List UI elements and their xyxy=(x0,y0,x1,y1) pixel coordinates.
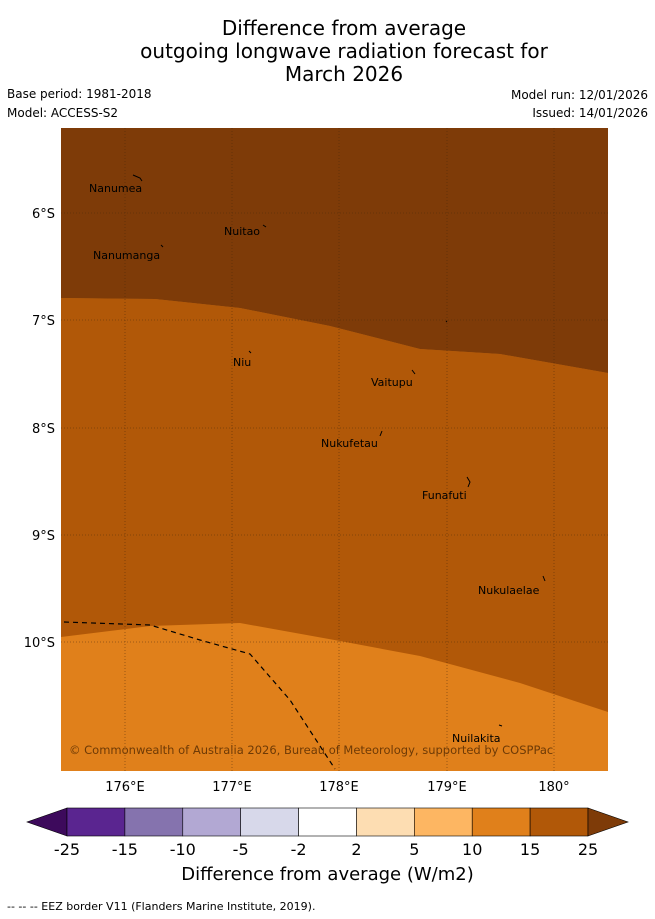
band-15-25 xyxy=(61,298,608,712)
title-line-3: March 2026 xyxy=(284,62,404,86)
nanumea-shape xyxy=(132,174,143,182)
lat-label-8s: 8°S xyxy=(32,422,55,437)
colorbar-segment xyxy=(414,807,473,837)
lon-label-178e: 178°E xyxy=(319,780,359,795)
colorbar-segment xyxy=(240,807,299,837)
island-label-niu: Niu xyxy=(233,356,251,369)
colorbar-segment xyxy=(66,807,126,837)
nuitao-shape xyxy=(262,224,267,228)
island-label-nanumea: Nanumea xyxy=(89,182,142,195)
niu-shape xyxy=(248,350,252,354)
forecast-map: Nanumea Nuitao Nanumanga Niu Vaitupu Nuk… xyxy=(24,128,629,837)
colorbar-tick-label: 10 xyxy=(462,840,483,859)
colorbar-segment xyxy=(529,807,589,837)
title-line-2: outgoing longwave radiation forecast for xyxy=(140,39,548,63)
colorbar-tick-label: 5 xyxy=(409,840,420,859)
island-label-nanumanga: Nanumanga xyxy=(93,249,160,262)
nuilakita-shape xyxy=(498,724,503,727)
base-period: Base period: 1981-2018 xyxy=(7,87,152,101)
anomaly-bands xyxy=(61,128,608,771)
model-name: Model: ACCESS-S2 xyxy=(7,106,119,120)
colorbar-tick-label: 2 xyxy=(351,840,362,859)
colorbar-segment xyxy=(182,807,241,837)
island-label-nukulaelae: Nukulaelae xyxy=(478,584,540,597)
lat-label-6s: 6°S xyxy=(32,207,55,222)
colorbar-segment xyxy=(298,807,357,837)
lon-label-180: 180° xyxy=(538,780,569,795)
gridlines xyxy=(61,128,608,771)
colorbar-tick-label: -15 xyxy=(111,840,138,859)
islet-shape xyxy=(445,320,448,323)
band-above-25 xyxy=(61,128,608,373)
colorbar-extend-low xyxy=(26,807,68,837)
lon-label-177e: 177°E xyxy=(212,780,252,795)
nanumanga-shape xyxy=(160,244,164,248)
lat-label-7s: 7°S xyxy=(32,314,55,329)
island-label-nuitao: Nuitao xyxy=(224,225,260,238)
funafuti-shape xyxy=(466,476,471,488)
colorbar-tick-label: 25 xyxy=(577,840,599,859)
lat-label-10s: 10°S xyxy=(24,636,55,651)
colorbar-tick-label: -5 xyxy=(232,840,249,859)
island-label-vaitupu: Vaitupu xyxy=(371,376,413,389)
island-label-funafuti: Funafuti xyxy=(422,489,467,502)
island-shapes xyxy=(132,174,546,727)
title-line-1: Difference from average xyxy=(221,16,467,40)
island-label-nuilakita: Nuilakita xyxy=(452,732,501,745)
issued-date: Issued: 14/01/2026 xyxy=(532,106,648,120)
model-run: Model run: 12/01/2026 xyxy=(510,88,648,102)
lon-label-176e: 176°E xyxy=(105,780,145,795)
lat-label-9s: 9°S xyxy=(32,529,55,544)
eez-border xyxy=(63,621,336,770)
colorbar-tick-label: -10 xyxy=(169,840,196,859)
colorbar-extend-high xyxy=(587,807,629,837)
island-label-nukufetau: Nukufetau xyxy=(321,437,378,450)
vaitupu-shape xyxy=(411,369,416,375)
colorbar xyxy=(26,807,629,837)
nukulaelae-shape xyxy=(542,575,546,582)
eez-footnote: -- -- -- EEZ border V11 (Flanders Marine… xyxy=(7,900,316,913)
colorbar-title: Difference from average (W/m2) xyxy=(181,864,474,885)
nukufetau-shape xyxy=(379,430,383,437)
colorbar-tick-label: -25 xyxy=(53,840,81,859)
colorbar-segment xyxy=(124,807,184,837)
lon-label-179e: 179°E xyxy=(427,780,467,795)
colorbar-tick-label: 15 xyxy=(519,840,541,859)
colorbar-segments xyxy=(66,807,589,837)
colorbar-segment xyxy=(356,807,415,837)
copyright-notice: © Commonwealth of Australia 2026, Bureau… xyxy=(69,743,553,757)
colorbar-tick-label: -2 xyxy=(290,840,307,859)
colorbar-segment xyxy=(471,807,531,837)
